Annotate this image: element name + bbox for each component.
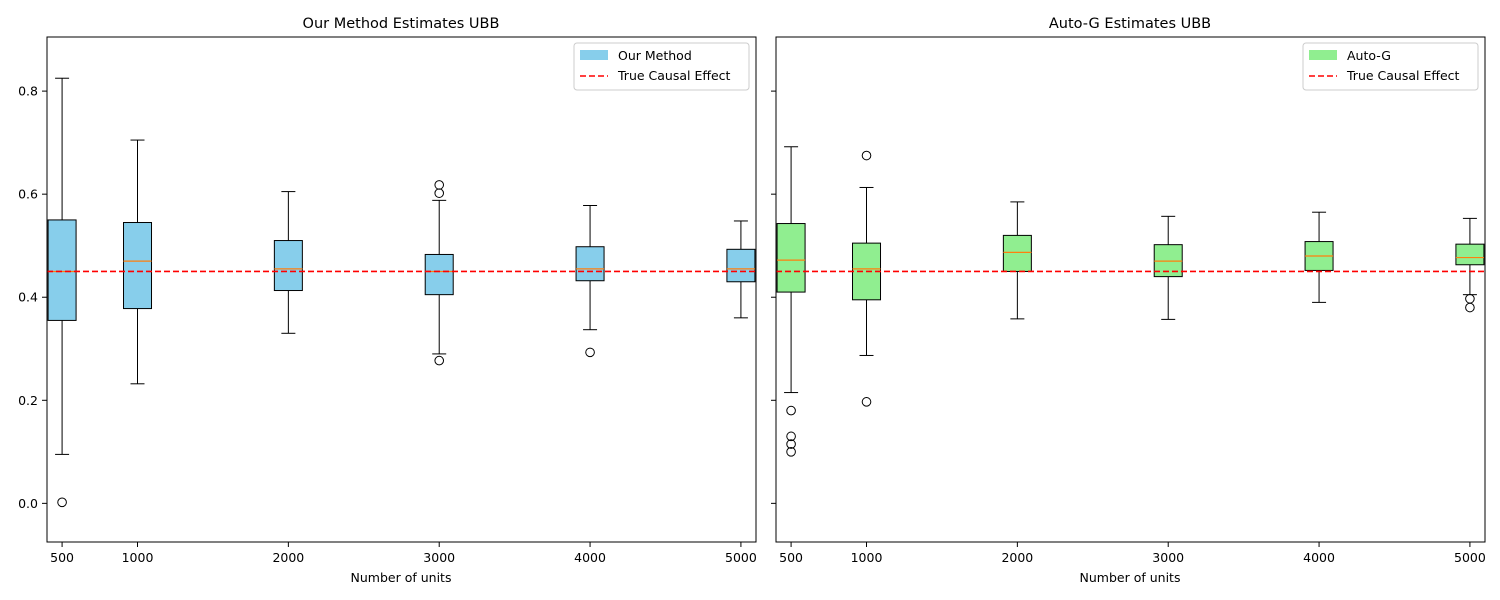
outlier-point	[786, 439, 796, 449]
box-group	[1002, 201, 1032, 320]
x-tick-label: 2000	[1001, 550, 1033, 565]
y-tick-label: 0.2	[18, 393, 38, 408]
axes-frame-our-method	[46, 36, 757, 543]
legend-frame-our-method	[573, 42, 750, 91]
box-iqr	[1002, 234, 1032, 272]
box-group	[575, 205, 605, 358]
box-iqr	[575, 246, 605, 282]
x-tick-label: 1000	[122, 550, 154, 565]
box-group	[47, 77, 77, 508]
legend-auto-g: Auto-G True Causal Effect	[1302, 42, 1479, 91]
box-group	[776, 146, 806, 457]
box-group	[852, 150, 882, 407]
legend-frame-auto-g	[1302, 42, 1479, 91]
x-tick-label: 3000	[1152, 550, 1184, 565]
legend-label-true-effect-right: True Causal Effect	[1346, 68, 1460, 83]
box-group	[1455, 217, 1485, 313]
legend-label-our-method: Our Method	[618, 48, 692, 63]
box-group	[123, 139, 153, 385]
box-iqr	[47, 219, 77, 321]
outlier-point	[434, 180, 445, 190]
outlier-point	[861, 150, 872, 161]
outlier-point	[861, 397, 872, 407]
x-tick-label: 4000	[574, 550, 606, 565]
box-iqr	[123, 222, 153, 310]
box-group	[1304, 211, 1334, 303]
x-tick-label: 5000	[725, 550, 757, 565]
outlier-point	[585, 347, 595, 358]
outlier-point	[786, 431, 796, 442]
outlier-point	[786, 447, 796, 457]
outlier-point	[786, 405, 796, 416]
outlier-point	[57, 497, 67, 508]
x-tick-label: 500	[50, 550, 74, 565]
panel-our-method: Our Method Estimates UBB 0.0 0.2 0.4 0.6 0.8…	[18, 16, 757, 585]
legend-label-true-effect-left: True Causal Effect	[617, 68, 731, 83]
box-iqr	[776, 223, 806, 293]
x-tick-label: 1000	[851, 550, 883, 565]
plot-area-our-method: 0.0 0.2 0.4 0.6 0.8 500 1000 2000 3000 4000 5000	[18, 77, 757, 565]
legend-label-auto-g: Auto-G	[1347, 48, 1391, 63]
x-axis-label-our-method: Number of units	[351, 570, 452, 585]
box-iqr	[726, 248, 756, 283]
x-tick-label: 5000	[1454, 550, 1486, 565]
panel-auto-g: Auto-G Estimates UBB 500 1000 2000 3000 4000…	[771, 16, 1486, 585]
box-iqr	[1455, 243, 1485, 266]
y-tick-label: 0.0	[18, 496, 38, 511]
x-tick-label: 500	[779, 550, 803, 565]
legend-swatch-our-method	[580, 50, 608, 60]
chart-title-our-method: Our Method Estimates UBB	[303, 16, 500, 32]
box-group	[726, 220, 756, 319]
box-group	[273, 191, 303, 334]
legend-swatch-auto-g	[1309, 50, 1337, 60]
box-iqr	[273, 240, 303, 292]
x-axis-label-auto-g: Number of units	[1080, 570, 1181, 585]
plot-area-auto-g: 500 1000 2000 3000 4000 5000	[771, 90, 1486, 565]
box-group	[1153, 215, 1183, 320]
box-group	[424, 180, 454, 366]
y-tick-label: 0.8	[18, 84, 38, 99]
box-iqr	[424, 253, 454, 296]
x-tick-label: 4000	[1303, 550, 1335, 565]
outlier-point	[1465, 293, 1475, 304]
outlier-point	[434, 188, 445, 198]
y-tick-label: 0.4	[18, 290, 38, 305]
chart-title-auto-g: Auto-G Estimates UBB	[1049, 16, 1211, 32]
legend-our-method: Our Method True Causal Effect	[573, 42, 750, 91]
x-tick-label: 2000	[272, 550, 304, 565]
outlier-point	[434, 355, 445, 366]
y-tick-label: 0.6	[18, 187, 38, 202]
axes-frame-auto-g	[775, 36, 1486, 543]
x-tick-label: 3000	[423, 550, 455, 565]
outlier-point	[1465, 302, 1475, 313]
